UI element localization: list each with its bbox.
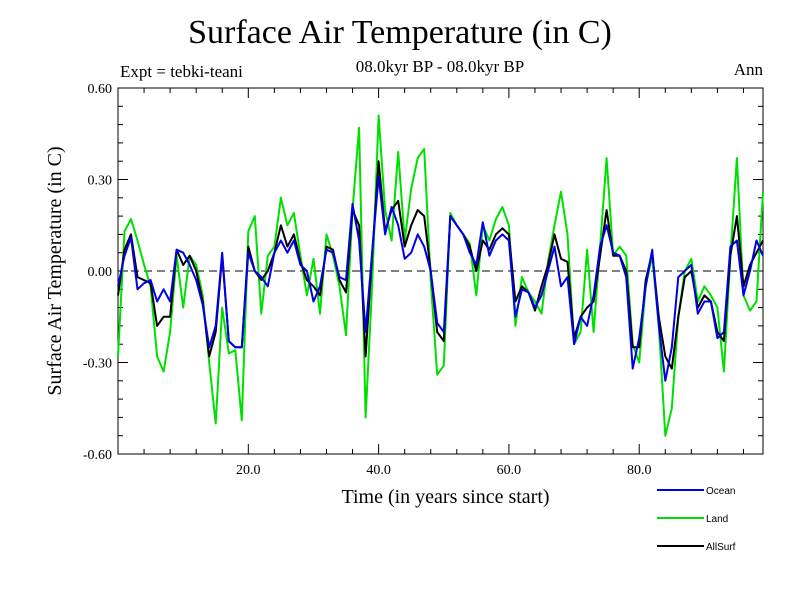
y-tick-label: 0.30 [88, 174, 113, 189]
x-tick-label: 20.0 [236, 463, 261, 478]
y-tick-label: -0.30 [83, 357, 112, 372]
chart-subtitle: 08.0kyr BP - 08.0kyr BP [355, 57, 525, 76]
series-lines [117, 114, 764, 437]
axes: -0.60 -0.30 0.00 0.30 0.60 20.0 40.0 60.0 80.0 Ti… [44, 82, 764, 508]
chart-title: Surface Air Temperature (in C) [188, 14, 612, 51]
series-line-land [117, 114, 764, 437]
y-tick-label: 0.60 [88, 82, 113, 97]
legend: Ocean Land AllSurf [657, 486, 736, 553]
y-axis-label: Surface Air Temperature (in C) [44, 146, 66, 395]
x-tick-label: 60.0 [497, 463, 522, 478]
experiment-label: Expt = tebki-teani [120, 62, 243, 81]
season-label: Ann [733, 60, 763, 79]
y-tick-label: -0.60 [83, 448, 112, 463]
legend-label-allsurf: AllSurf [706, 542, 736, 553]
y-tick-label: 0.00 [88, 265, 113, 280]
x-axis-label: Time (in years since start) [341, 486, 549, 508]
series-line-ocean [117, 175, 764, 382]
series-line-allsurf [117, 160, 764, 370]
x-tick-label: 80.0 [627, 463, 652, 478]
x-tick-label: 40.0 [366, 463, 391, 478]
legend-label-land: Land [706, 514, 728, 525]
legend-label-ocean: Ocean [706, 486, 735, 497]
